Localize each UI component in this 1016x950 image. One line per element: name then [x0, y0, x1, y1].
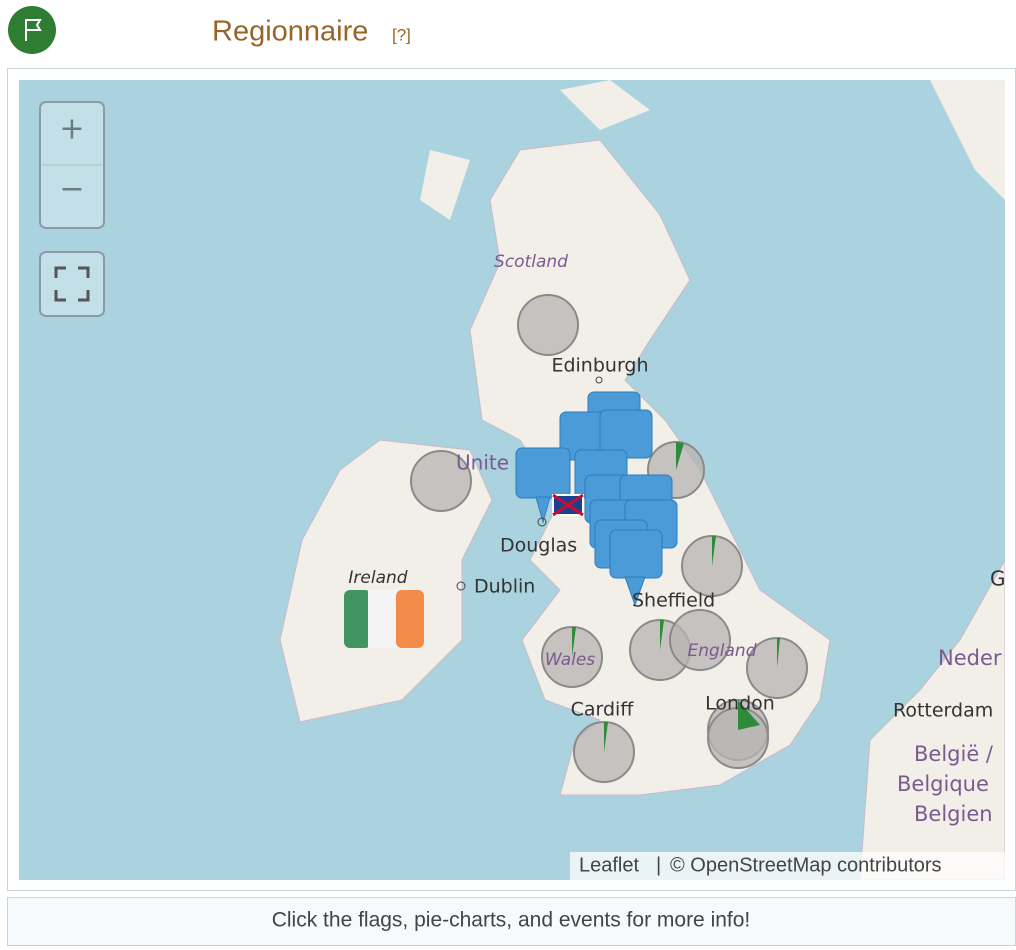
city-label: Douglas — [500, 535, 577, 557]
title: Regionnaire — [212, 16, 368, 48]
country-label: Unite — [456, 451, 509, 475]
map[interactable]: Scotland Edinburgh Unite Douglas Ireland… — [19, 80, 1006, 880]
city-label: Rotterdam — [893, 700, 993, 722]
country-label: Belgien — [914, 802, 993, 826]
country-label: Belgique — [897, 772, 989, 796]
pie-slices — [572, 442, 780, 752]
city-label: Dublin — [474, 576, 535, 598]
map-labels: Scotland Edinburgh Unite Douglas Ireland… — [348, 252, 1005, 826]
leaflet-link[interactable]: Leaflet — [579, 854, 639, 876]
city-label: Edinburgh — [551, 355, 648, 377]
fullscreen-icon — [54, 266, 90, 302]
attribution-separator: | — [656, 854, 661, 876]
region-label: Scotland — [494, 252, 568, 272]
zoom-in-button[interactable]: + — [59, 112, 84, 147]
scandinavia — [930, 80, 1005, 200]
city-label: London — [705, 693, 775, 715]
attribution-credit[interactable]: © OpenStreetMap contributors — [670, 854, 942, 876]
zoom-out-button[interactable]: − — [59, 172, 84, 207]
country-label: België / — [914, 742, 994, 766]
help-link[interactable]: [?] — [392, 25, 411, 44]
city-label: Cardiff — [571, 699, 635, 721]
country-label: Neder — [938, 646, 1002, 670]
region-label: England — [687, 641, 756, 661]
city-dot — [456, 581, 466, 591]
fullscreen-button[interactable] — [39, 251, 105, 317]
footer-hint: Click the flags, pie-charts, and events … — [272, 909, 751, 932]
region-label: Wales — [545, 650, 595, 670]
attribution-box — [570, 852, 1005, 880]
city-dot — [595, 376, 603, 384]
flag-icon — [25, 19, 42, 41]
city-label: Sheffield — [632, 590, 715, 612]
country-label: G — [990, 567, 1006, 591]
footer-box — [7, 897, 1016, 946]
country-label: Ireland — [348, 568, 407, 588]
continent — [859, 558, 1005, 880]
city-dot — [537, 517, 547, 527]
islands — [420, 80, 650, 220]
event-markers[interactable] — [515, 391, 678, 607]
ireland-flag[interactable] — [344, 590, 424, 648]
